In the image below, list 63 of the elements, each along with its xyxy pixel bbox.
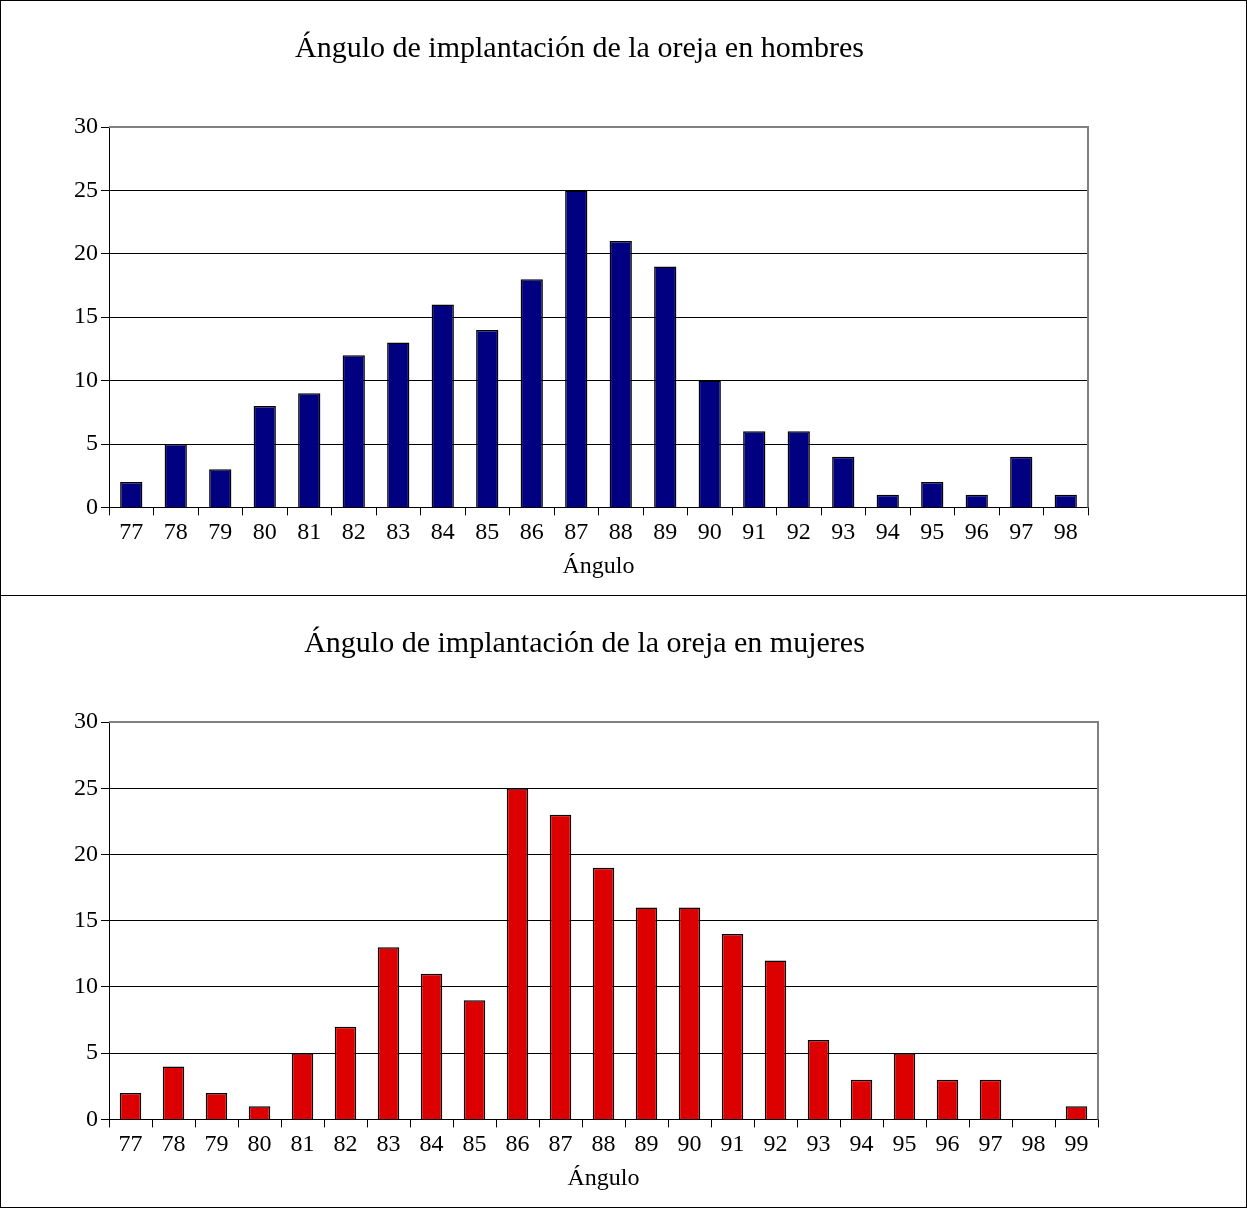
- x-tick-label: 82: [333, 1130, 358, 1157]
- y-tick-label: 0: [86, 1104, 98, 1131]
- y-tick-label: 30: [74, 112, 98, 139]
- x-tick-label: 96: [964, 518, 989, 545]
- x-tick-label: 88: [591, 1130, 616, 1157]
- chart-title: Ángulo de implantación de la oreja en hombres: [295, 29, 864, 63]
- x-tick-label: 87: [548, 1130, 573, 1157]
- x-tick-label: 77: [119, 518, 144, 545]
- x-tick-label: 78: [161, 1130, 186, 1157]
- x-tick-label: 89: [634, 1130, 659, 1157]
- x-axis-title: Ángulo: [562, 551, 635, 578]
- y-tick-label: 30: [74, 707, 98, 734]
- x-tick-label: 95: [920, 518, 945, 545]
- y-tick-label: 10: [74, 972, 98, 999]
- x-tick-label: 83: [376, 1130, 401, 1157]
- x-tick-label: 79: [204, 1130, 229, 1157]
- x-tick-label: 81: [297, 518, 322, 545]
- y-tick-label: 5: [86, 1038, 98, 1065]
- y-tick-label: 15: [74, 302, 98, 329]
- y-tick-label: 5: [86, 429, 98, 456]
- y-tick-label: 20: [74, 839, 98, 866]
- x-tick-label: 80: [247, 1130, 272, 1157]
- chart-title: Ángulo de implantación de la oreja en mujeres: [304, 624, 865, 658]
- x-tick-label: 81: [290, 1130, 315, 1157]
- y-tick-label: 15: [74, 906, 98, 932]
- x-tick-label: 77: [118, 1130, 143, 1157]
- y-tick-label: 25: [74, 773, 98, 800]
- x-tick-label: 93: [806, 1130, 831, 1157]
- x-axis-title: Ángulo: [567, 1163, 640, 1190]
- x-tick-label: 93: [831, 518, 856, 545]
- x-tick-label: 97: [1009, 518, 1034, 545]
- x-tick-label: 95: [892, 1130, 917, 1157]
- x-tick-label: 91: [742, 518, 767, 545]
- x-tick-label: 86: [519, 518, 544, 545]
- x-tick-label: 87: [564, 518, 589, 545]
- x-tick-label: 82: [341, 518, 366, 545]
- x-tick-label: 90: [697, 518, 722, 545]
- x-tick-label: 85: [462, 1130, 487, 1157]
- x-tick-label: 84: [430, 518, 455, 545]
- x-tick-label: 86: [505, 1130, 530, 1157]
- y-tick-label: 25: [74, 175, 98, 202]
- x-tick-label: 83: [386, 518, 411, 545]
- x-tick-label: 92: [786, 518, 811, 545]
- x-tick-label: 96: [935, 1130, 960, 1157]
- x-tick-label: 85: [475, 518, 500, 545]
- x-tick-label: 94: [875, 518, 900, 545]
- x-tick-label: 97: [978, 1130, 1003, 1157]
- x-tick-label: 98: [1053, 518, 1078, 545]
- x-tick-label: 80: [252, 518, 277, 545]
- x-tick-label: 89: [653, 518, 678, 545]
- x-tick-label: 88: [608, 518, 633, 545]
- x-tick-label: 78: [163, 518, 188, 545]
- x-tick-label: 79: [208, 518, 233, 545]
- y-tick-label: 20: [74, 239, 98, 266]
- x-tick-label: 91: [720, 1130, 745, 1157]
- y-tick-label: 0: [86, 492, 98, 519]
- x-tick-label: 94: [849, 1130, 874, 1157]
- x-tick-label: 84: [419, 1130, 444, 1157]
- x-tick-label: 92: [763, 1130, 788, 1157]
- x-tick-label: 99: [1064, 1130, 1089, 1157]
- x-tick-label: 98: [1021, 1130, 1046, 1157]
- y-tick-label: 10: [74, 365, 98, 392]
- x-tick-label: 90: [677, 1130, 702, 1157]
